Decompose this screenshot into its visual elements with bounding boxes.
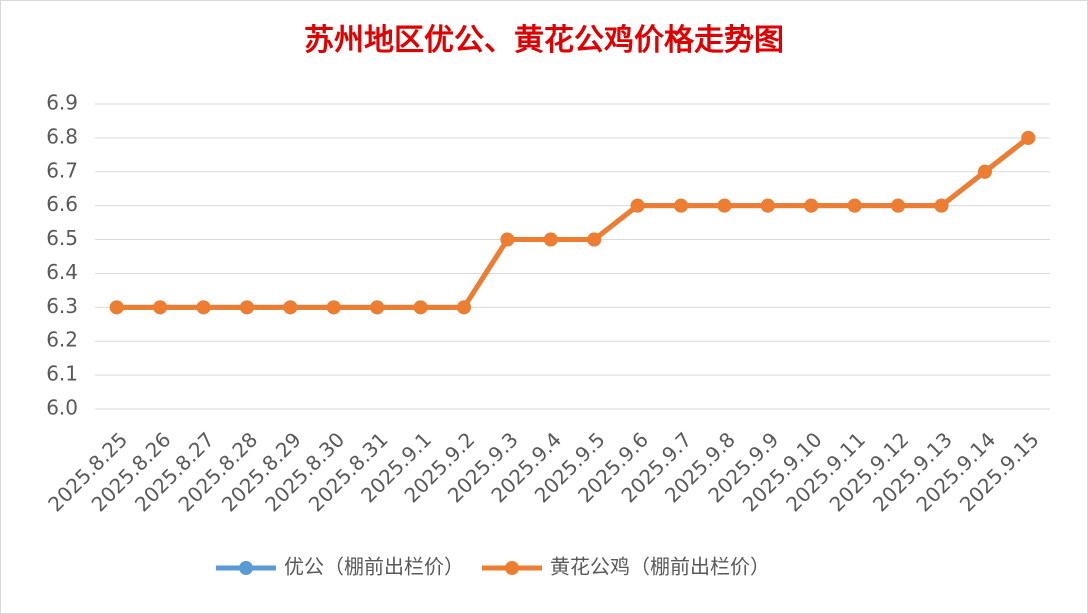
- data-point: [153, 300, 168, 315]
- data-point: [587, 232, 602, 247]
- data-point: [109, 300, 124, 315]
- y-tick-label: 6.5: [46, 226, 78, 250]
- data-point: [370, 300, 385, 315]
- legend-marker: [505, 561, 519, 575]
- data-point: [891, 198, 906, 213]
- data-point: [977, 164, 992, 179]
- data-point: [196, 300, 211, 315]
- y-tick-label: 6.3: [46, 294, 78, 318]
- data-point: [239, 300, 254, 315]
- data-point: [500, 232, 515, 247]
- legend-label: 黄花公鸡（棚前出栏价）: [550, 555, 770, 579]
- y-tick-label: 6.2: [46, 328, 78, 352]
- data-point: [760, 198, 775, 213]
- data-point: [413, 300, 428, 315]
- data-point: [804, 198, 819, 213]
- legend-label: 优公（棚前出栏价）: [284, 555, 464, 579]
- data-point: [456, 300, 471, 315]
- data-point: [283, 300, 298, 315]
- data-point: [847, 198, 862, 213]
- y-tick-label: 6.0: [46, 396, 78, 420]
- data-point: [1021, 130, 1036, 145]
- y-tick-label: 6.7: [46, 158, 78, 182]
- data-point: [717, 198, 732, 213]
- data-point: [934, 198, 949, 213]
- y-tick-label: 6.9: [46, 91, 78, 115]
- series-line: [116, 135, 1030, 310]
- data-point: [630, 198, 645, 213]
- data-point: [543, 232, 558, 247]
- chart-title: 苏州地区优公、黄花公鸡价格走势图: [304, 23, 784, 58]
- y-tick-label: 6.1: [46, 362, 78, 386]
- y-tick-label: 6.6: [46, 192, 78, 216]
- data-point: [674, 198, 689, 213]
- y-tick-label: 6.8: [46, 124, 78, 148]
- data-point: [326, 300, 341, 315]
- legend-marker: [239, 561, 253, 575]
- y-tick-label: 6.4: [46, 260, 78, 284]
